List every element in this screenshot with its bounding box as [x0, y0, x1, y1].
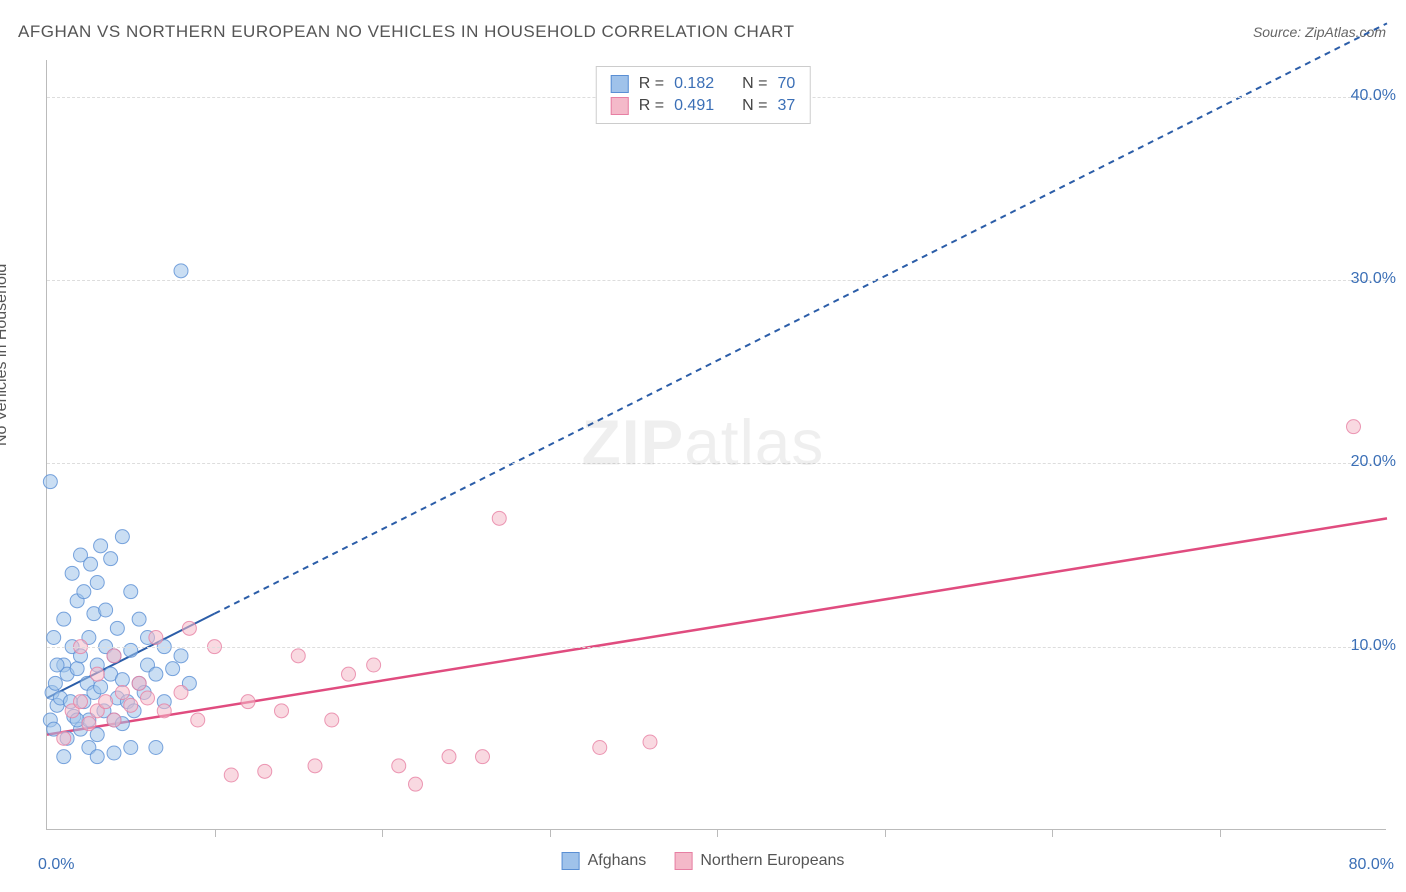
- legend-item: Northern Europeans: [674, 852, 844, 870]
- plot-area: [46, 60, 1386, 830]
- r-label: R =: [639, 75, 664, 93]
- x-tick: [885, 829, 886, 837]
- chart-svg: [47, 60, 1386, 829]
- legend-swatch: [674, 852, 692, 870]
- n-value: 70: [777, 75, 795, 93]
- y-tick-label: 40.0%: [1351, 87, 1396, 105]
- r-value: 0.182: [674, 75, 714, 93]
- legend-swatch: [611, 75, 629, 93]
- gridline: [47, 463, 1386, 464]
- legend-item: Afghans: [562, 852, 647, 870]
- chart-title: AFGHAN VS NORTHERN EUROPEAN NO VEHICLES …: [18, 22, 795, 42]
- y-axis-label: No Vehicles in Household: [0, 264, 11, 446]
- x-tick: [382, 829, 383, 837]
- legend-stat-row: R = 0.182 N = 70: [611, 73, 796, 95]
- x-tick-end: 80.0%: [1349, 856, 1394, 874]
- gridline: [47, 280, 1386, 281]
- x-tick: [1052, 829, 1053, 837]
- n-value: 37: [777, 97, 795, 115]
- r-label: R =: [639, 97, 664, 115]
- x-tick: [1220, 829, 1221, 837]
- legend-stats: R = 0.182 N = 70 R = 0.491 N = 37: [596, 66, 811, 124]
- x-tick: [550, 829, 551, 837]
- y-tick-label: 20.0%: [1351, 453, 1396, 471]
- legend-series: Afghans Northern Europeans: [562, 852, 845, 870]
- source-label: Source: ZipAtlas.com: [1253, 24, 1386, 40]
- legend-label: Northern Europeans: [700, 852, 844, 870]
- legend-label: Afghans: [588, 852, 647, 870]
- x-tick: [215, 829, 216, 837]
- gridline: [47, 647, 1386, 648]
- legend-stat-row: R = 0.491 N = 37: [611, 95, 796, 117]
- y-tick-label: 10.0%: [1351, 637, 1396, 655]
- y-tick-label: 30.0%: [1351, 270, 1396, 288]
- x-tick: [717, 829, 718, 837]
- legend-swatch: [611, 97, 629, 115]
- n-label: N =: [742, 75, 767, 93]
- legend-swatch: [562, 852, 580, 870]
- r-value: 0.491: [674, 97, 714, 115]
- n-label: N =: [742, 97, 767, 115]
- x-tick-start: 0.0%: [38, 856, 74, 874]
